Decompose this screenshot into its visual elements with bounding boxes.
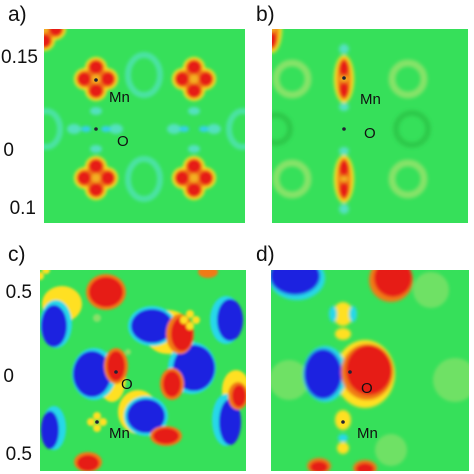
panel-label-c: c) bbox=[8, 243, 26, 266]
atom-label-mn-a: Mn bbox=[109, 89, 130, 106]
panel-label-d: d) bbox=[256, 243, 275, 266]
mn-atom-dot bbox=[341, 420, 345, 424]
density-map-panel-b bbox=[272, 29, 468, 223]
tick-bottom-lower: 0.5 bbox=[5, 444, 32, 465]
density-map-panel-d bbox=[271, 270, 469, 471]
density-map-panel-a bbox=[44, 29, 245, 223]
atom-label-o-b: O bbox=[364, 125, 376, 142]
atom-label-o-a: O bbox=[117, 133, 129, 150]
panel-label-b: b) bbox=[256, 3, 275, 26]
atom-label-mn-b: Mn bbox=[360, 91, 381, 108]
panel-label-a: a) bbox=[8, 3, 27, 26]
o-atom-dot bbox=[342, 127, 346, 131]
mn-atom-dot bbox=[95, 420, 99, 424]
mn-atom-dot bbox=[342, 76, 346, 80]
mn-atom-dot bbox=[94, 78, 98, 82]
tick-top-upper: 0.15 bbox=[1, 47, 38, 68]
o-atom-dot bbox=[94, 127, 98, 131]
atom-label-mn-c: Mn bbox=[109, 425, 130, 442]
o-atom-dot bbox=[348, 370, 352, 374]
atom-label-o-c: O bbox=[121, 376, 133, 393]
tick-bottom-zero: 0 bbox=[3, 366, 14, 387]
tick-bottom-upper: 0.5 bbox=[5, 282, 32, 303]
density-map-panel-c bbox=[40, 270, 246, 471]
atom-label-mn-d: Mn bbox=[357, 425, 378, 442]
atom-label-o-d: O bbox=[361, 380, 373, 397]
tick-top-zero: 0 bbox=[3, 140, 14, 161]
tick-top-lower: 0.1 bbox=[9, 198, 36, 219]
o-atom-dot bbox=[114, 370, 118, 374]
